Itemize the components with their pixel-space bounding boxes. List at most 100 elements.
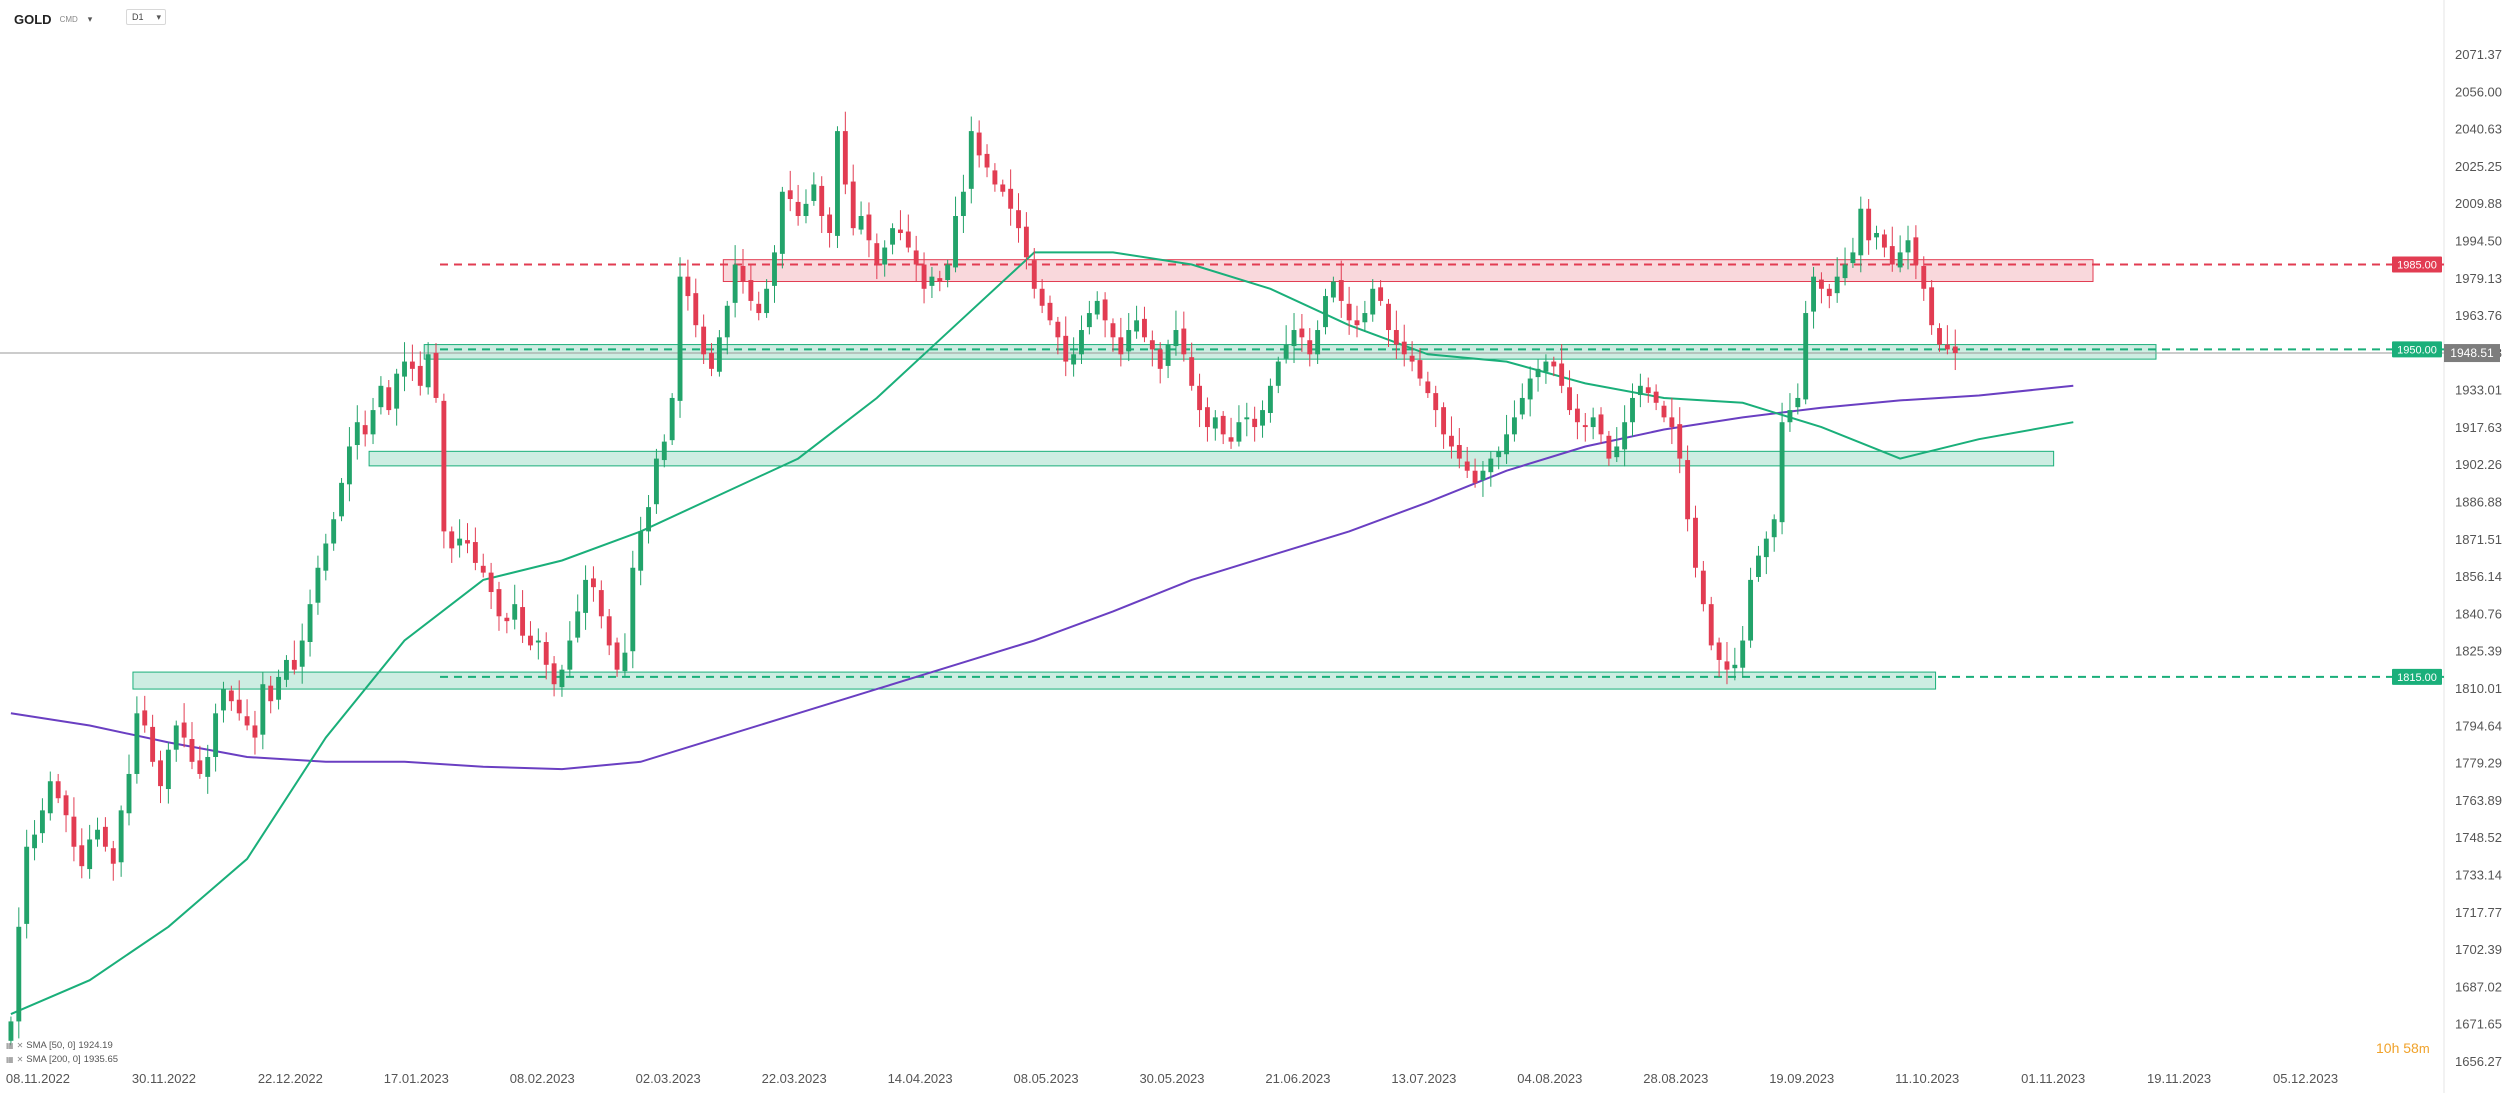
- candle[interactable]: [638, 531, 644, 571]
- candle[interactable]: [1779, 422, 1785, 523]
- candle[interactable]: [1323, 296, 1328, 328]
- candle[interactable]: [299, 640, 305, 667]
- candle[interactable]: [1047, 302, 1053, 321]
- candle[interactable]: [1267, 385, 1273, 413]
- candle[interactable]: [1008, 188, 1014, 209]
- candle[interactable]: [1338, 280, 1344, 301]
- candle[interactable]: [685, 276, 691, 297]
- candle[interactable]: [95, 829, 100, 840]
- candle[interactable]: [1220, 415, 1226, 435]
- candle[interactable]: [827, 214, 833, 233]
- candle[interactable]: [724, 305, 730, 338]
- candle[interactable]: [165, 749, 171, 790]
- candle[interactable]: [276, 676, 282, 700]
- candle[interactable]: [102, 826, 108, 847]
- candle[interactable]: [1787, 410, 1793, 423]
- candle[interactable]: [1330, 281, 1336, 298]
- candle[interactable]: [913, 250, 919, 265]
- timeframe-select[interactable]: D1 ▾: [126, 9, 166, 25]
- candle[interactable]: [756, 303, 762, 314]
- candle[interactable]: [905, 231, 911, 248]
- settings-icon[interactable]: ▦: [6, 1055, 14, 1064]
- candle[interactable]: [1803, 313, 1809, 400]
- candle[interactable]: [669, 397, 675, 441]
- candle[interactable]: [449, 531, 455, 549]
- candle[interactable]: [1511, 417, 1517, 435]
- candle[interactable]: [764, 288, 770, 314]
- candle[interactable]: [1386, 303, 1391, 331]
- close-icon[interactable]: ✕: [16, 1041, 24, 1050]
- candle[interactable]: [1307, 340, 1313, 355]
- candle[interactable]: [1535, 368, 1541, 378]
- candle[interactable]: [1354, 320, 1360, 326]
- candle[interactable]: [1197, 385, 1203, 411]
- candle[interactable]: [709, 352, 714, 369]
- candle[interactable]: [378, 385, 384, 408]
- candle[interactable]: [1732, 664, 1738, 669]
- candle[interactable]: [87, 839, 93, 870]
- symbol-name[interactable]: GOLD: [14, 11, 52, 27]
- candle[interactable]: [520, 607, 526, 636]
- candle[interactable]: [512, 604, 518, 620]
- candle[interactable]: [535, 640, 541, 643]
- candle[interactable]: [606, 616, 612, 646]
- sma-200-legend[interactable]: ▦ ✕ SMA [200, 0] 1935.65: [6, 1054, 118, 1065]
- candle[interactable]: [8, 1021, 14, 1041]
- candle[interactable]: [213, 713, 219, 757]
- candle[interactable]: [945, 264, 951, 281]
- candle[interactable]: [850, 181, 856, 229]
- candle[interactable]: [134, 713, 140, 774]
- support-zone[interactable]: [368, 450, 2055, 467]
- candle[interactable]: [953, 216, 958, 268]
- candle[interactable]: [1425, 381, 1431, 394]
- candle[interactable]: [772, 252, 777, 286]
- candle[interactable]: [1260, 410, 1265, 426]
- candle[interactable]: [858, 216, 864, 230]
- candle[interactable]: [173, 725, 179, 750]
- candle[interactable]: [716, 337, 722, 372]
- candle[interactable]: [1740, 640, 1746, 668]
- candle[interactable]: [1685, 460, 1691, 520]
- candle[interactable]: [661, 441, 667, 461]
- candle[interactable]: [787, 190, 793, 200]
- candle[interactable]: [1842, 264, 1848, 279]
- candle[interactable]: [1157, 349, 1163, 369]
- candle[interactable]: [1204, 407, 1210, 428]
- candle[interactable]: [1748, 579, 1754, 641]
- candle[interactable]: [1818, 279, 1824, 289]
- candle[interactable]: [677, 276, 683, 401]
- candle[interactable]: [142, 710, 148, 726]
- candle[interactable]: [976, 132, 982, 156]
- candle[interactable]: [1173, 330, 1179, 347]
- candle[interactable]: [1480, 470, 1486, 480]
- candle[interactable]: [779, 191, 785, 254]
- candle[interactable]: [1063, 335, 1069, 362]
- candle[interactable]: [158, 760, 163, 787]
- candle[interactable]: [929, 276, 935, 286]
- candle[interactable]: [1708, 604, 1714, 646]
- candle[interactable]: [1236, 422, 1242, 442]
- candle[interactable]: [205, 756, 211, 777]
- candle[interactable]: [79, 845, 85, 867]
- candle[interactable]: [1716, 642, 1722, 660]
- candle[interactable]: [1378, 287, 1384, 301]
- candle[interactable]: [1574, 408, 1580, 423]
- candle[interactable]: [1881, 234, 1887, 248]
- candle[interactable]: [244, 716, 250, 726]
- candle[interactable]: [1693, 517, 1698, 568]
- candle[interactable]: [1669, 417, 1675, 428]
- candle[interactable]: [897, 229, 903, 233]
- candle[interactable]: [315, 567, 321, 603]
- candle[interactable]: [1086, 313, 1092, 328]
- candle[interactable]: [1756, 555, 1761, 577]
- candle[interactable]: [740, 265, 746, 282]
- candle[interactable]: [441, 400, 447, 532]
- candle[interactable]: [1228, 437, 1234, 442]
- candle[interactable]: [921, 264, 927, 289]
- candle[interactable]: [1677, 424, 1683, 459]
- candle[interactable]: [1189, 357, 1195, 386]
- candle[interactable]: [1393, 330, 1399, 345]
- candle[interactable]: [567, 640, 573, 670]
- candle[interactable]: [732, 264, 738, 303]
